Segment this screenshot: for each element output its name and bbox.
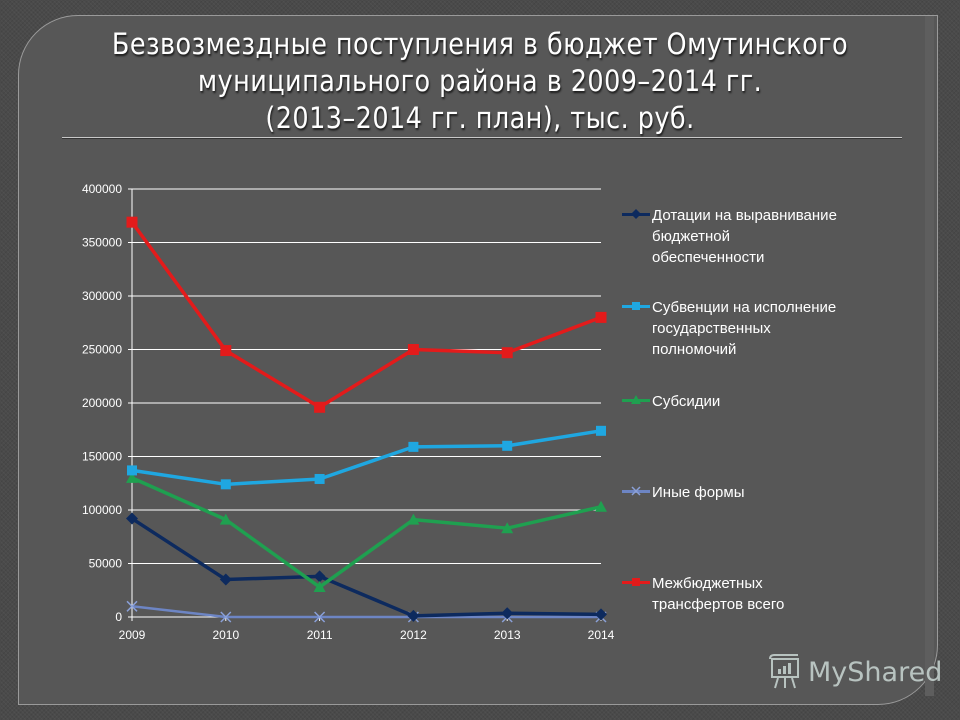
- legend-label: Дотации на выравнивание: [652, 207, 837, 224]
- chart-series: [126, 216, 607, 623]
- legend-label: трансфертов всего: [652, 596, 785, 613]
- square-marker-icon: [502, 440, 513, 451]
- series-line: [126, 216, 607, 413]
- x-tick-label: 2012: [400, 628, 427, 642]
- triangle-marker-icon: [126, 471, 138, 483]
- square-marker-icon: [595, 311, 607, 323]
- legend-label: государственных: [652, 320, 771, 337]
- series-line: [127, 425, 606, 490]
- title-line-3: (2013–2014 гг. план), тыс. руб.: [265, 101, 695, 135]
- y-tick-label: 350000: [82, 236, 122, 250]
- legend-label: Межбюджетных: [652, 575, 763, 592]
- slide-title: Безвозмездные поступления в бюджет Омути…: [93, 26, 867, 137]
- x-marker-icon: [220, 611, 232, 623]
- y-tick-label: 400000: [82, 182, 122, 196]
- x-tick-label: 2013: [494, 628, 521, 642]
- square-marker-icon: [314, 401, 326, 413]
- square-marker-icon: [314, 473, 325, 484]
- x-tick-label: 2010: [212, 628, 239, 642]
- x-tick-label: 2011: [307, 628, 333, 642]
- y-axis-tick-labels: 0 50000 100000 150000 200000 250000 300000 3500…: [82, 182, 122, 624]
- y-tick-label: 250000: [82, 343, 122, 357]
- presentation-board-icon: [769, 654, 799, 689]
- triangle-marker-icon: [622, 391, 652, 409]
- title-line-2: муниципального района в 2009–2014 гг.: [197, 64, 763, 98]
- y-tick-label: 300000: [82, 289, 122, 303]
- diamond-marker-icon: [595, 608, 607, 621]
- x-tick-label: 2009: [119, 628, 146, 642]
- legend-label: Субвенции на исполнение: [652, 299, 837, 316]
- square-marker-icon: [220, 345, 232, 357]
- square-marker-icon: [127, 465, 137, 476]
- x-marker-icon: [314, 611, 326, 623]
- legend-item-total: Межбюджетных трансфертов всего: [622, 573, 912, 615]
- triangle-marker-icon: [407, 513, 420, 525]
- title-line-1: Безвозмездные поступления в бюджет Омути…: [111, 27, 849, 61]
- watermark-text: MyShared: [808, 656, 943, 688]
- square-marker-icon: [220, 479, 231, 490]
- y-tick-label: 50000: [89, 557, 123, 571]
- legend-label: полномочий: [652, 341, 737, 358]
- square-marker-icon: [501, 347, 513, 359]
- x-marker-icon: [622, 482, 652, 500]
- diamond-marker-icon: [501, 607, 514, 620]
- legend-item-dotations: Дотации на выравнивание бюджетной обеспе…: [622, 205, 912, 268]
- series-line: [126, 600, 607, 623]
- square-marker-icon: [407, 344, 419, 355]
- legend-item-other: Иные формы: [622, 482, 912, 503]
- series-line: [126, 471, 607, 593]
- diamond-marker-icon: [219, 573, 232, 586]
- legend-label: обеспеченности: [652, 249, 765, 266]
- myshared-watermark: MyShared: [768, 654, 942, 690]
- diamond-marker-icon: [313, 570, 326, 583]
- legend-item-subventions: Субвенции на исполнение государственных …: [622, 297, 912, 360]
- triangle-marker-icon: [595, 500, 607, 512]
- triangle-marker-icon: [313, 581, 326, 593]
- diamond-marker-icon: [407, 609, 420, 622]
- triangle-marker-icon: [501, 522, 514, 534]
- legend-label: Иные формы: [652, 484, 745, 501]
- panel-edge: [925, 16, 934, 696]
- square-marker-icon: [622, 573, 652, 591]
- y-tick-label: 150000: [82, 450, 122, 464]
- x-marker-icon: [126, 600, 138, 612]
- legend-label: бюджетной: [652, 228, 731, 245]
- title-divider: [62, 137, 902, 138]
- legend-label: Субсидии: [652, 393, 721, 410]
- square-marker-icon: [622, 297, 652, 315]
- square-marker-icon: [408, 441, 419, 452]
- y-tick-label: 200000: [82, 396, 122, 410]
- x-tick-label: 2014: [588, 628, 615, 642]
- diamond-marker-icon: [126, 512, 138, 525]
- y-tick-label: 0: [115, 610, 122, 624]
- y-tick-label: 100000: [82, 503, 122, 517]
- slide-panel: [18, 15, 938, 705]
- series-line: [126, 512, 607, 622]
- square-marker-icon: [596, 425, 606, 436]
- triangle-marker-icon: [219, 513, 232, 525]
- legend-item-subsidies: Субсидии: [622, 391, 912, 412]
- diamond-marker-icon: [622, 205, 652, 223]
- x-axis-tick-labels: 2009 2010 2011 2012 2013 2014: [119, 628, 615, 642]
- square-marker-icon: [126, 216, 138, 228]
